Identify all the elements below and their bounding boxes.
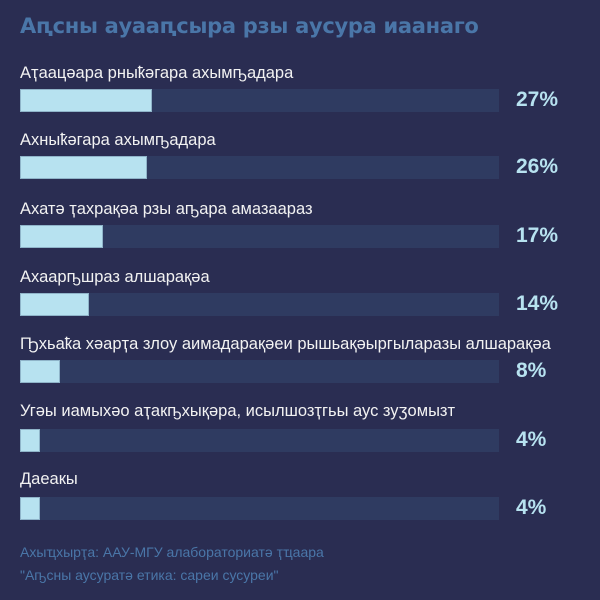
bar-row: Ҧхьаҟа хәарҭа злоу аимадарақәеи рышьақәы… — [20, 335, 580, 395]
bar-fill — [20, 225, 103, 248]
bar-label: Ҧхьаҟа хәарҭа злоу аимадарақәеи рышьақәы… — [20, 335, 551, 353]
bar-track — [20, 89, 499, 112]
source-line: Ахыҵхырҭа: ААУ-МГУ алабораториатә ҭҵаара — [20, 544, 324, 560]
bar-value: 17% — [516, 224, 559, 247]
chart-title: Аԥсны ауааԥсыра рзы аусура иаанаго — [20, 14, 479, 38]
source-title: "Аҧсны аусуратә етика: сареи сусуреи" — [20, 567, 279, 583]
bar-label: Ахаарҧшраз алшарақәа — [20, 268, 210, 286]
bar-row: Аҭаацәара рныҟәгара ахымҧадара 27% — [20, 64, 580, 124]
bar-fill — [20, 360, 60, 383]
bar-value: 26% — [516, 155, 559, 178]
bar-fill — [20, 429, 40, 452]
bar-row: Даеакы 4% — [20, 470, 580, 530]
bar-track — [20, 225, 499, 248]
bar-row: Ахаарҧшраз алшарақәа 14% — [20, 268, 580, 328]
bar-row: Ахныҟәгара ахымҧадара 26% — [20, 131, 580, 191]
bar-track — [20, 429, 499, 452]
bar-fill — [20, 293, 89, 316]
bar-fill — [20, 497, 40, 520]
bar-label: Ахатә ҭахрақәа рзы аҧара амазаараз — [20, 200, 313, 218]
bar-fill — [20, 89, 152, 112]
bar-fill — [20, 156, 147, 179]
bar-label: Угәы иамыхәо аҭакҧхықәра, исылшозҭгьы ау… — [20, 402, 456, 420]
bar-value: 27% — [516, 88, 559, 111]
bar-track — [20, 293, 499, 316]
bar-track — [20, 497, 499, 520]
bar-label: Даеакы — [20, 470, 78, 488]
bar-label: Ахныҟәгара ахымҧадара — [20, 131, 216, 149]
bar-value: 4% — [516, 428, 547, 451]
bar-track — [20, 156, 499, 179]
bar-value: 8% — [516, 359, 547, 382]
bar-track — [20, 360, 499, 383]
bar-label: Аҭаацәара рныҟәгара ахымҧадара — [20, 64, 294, 82]
bar-value: 14% — [516, 292, 559, 315]
bar-row: Угәы иамыхәо аҭакҧхықәра, исылшозҭгьы ау… — [20, 402, 580, 462]
bar-value: 4% — [516, 496, 547, 519]
bar-row: Ахатә ҭахрақәа рзы аҧара амазаараз 17% — [20, 200, 580, 260]
